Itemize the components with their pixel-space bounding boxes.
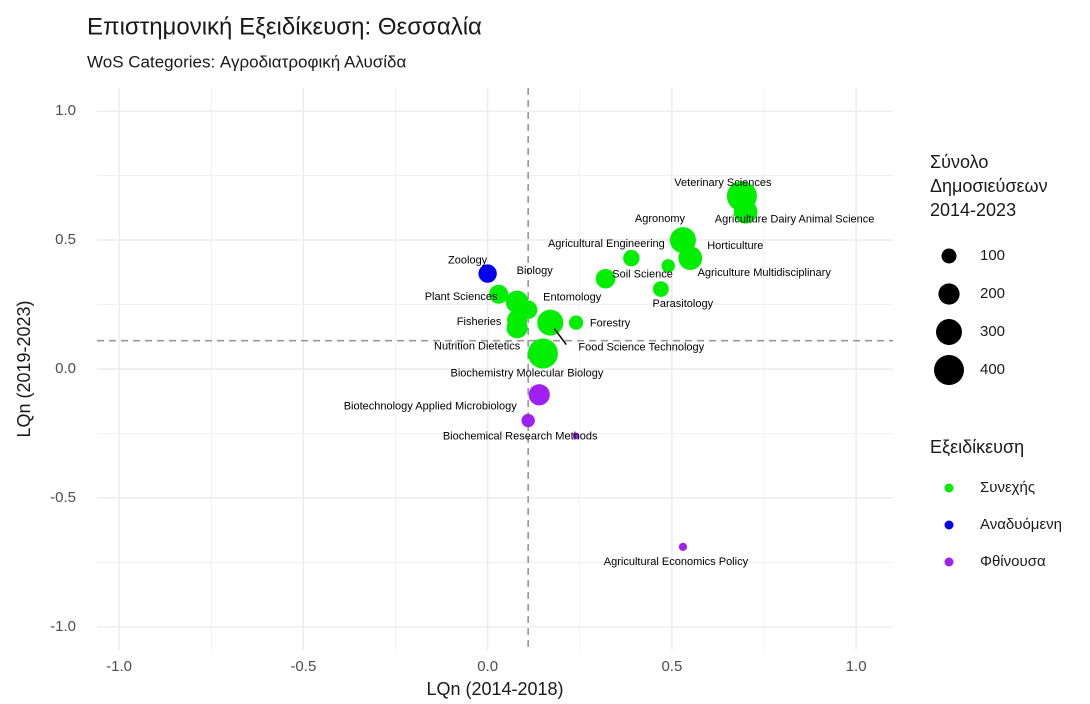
- point-label: Zoology: [448, 255, 488, 267]
- point-label: Biotechnology Applied Microbiology: [344, 401, 518, 413]
- point-label: Veterinary Sciences: [674, 177, 772, 189]
- bubble: [572, 432, 580, 440]
- point-label: Soil Science: [612, 269, 673, 281]
- label-connector: [553, 328, 567, 346]
- point-label: Parasitology: [653, 298, 714, 310]
- y-tick-label: -1.0: [50, 618, 76, 635]
- size-legend-label: 200: [980, 285, 1005, 302]
- point-label: Biochemical Research Methods: [443, 430, 598, 442]
- bubble: [527, 338, 558, 369]
- y-tick-label: 1.0: [55, 102, 76, 119]
- bubble: [733, 199, 758, 224]
- legend-swatch: [944, 557, 954, 567]
- point-label: Biology: [517, 265, 554, 277]
- bubble: [568, 315, 584, 330]
- point-label: Agricultural Economics Policy: [604, 556, 749, 568]
- x-axis-title: LQn (2014-2018): [426, 679, 563, 699]
- legend-swatch: [944, 520, 954, 530]
- bubble: [678, 542, 688, 551]
- bubble: [489, 284, 509, 304]
- bubble: [521, 413, 535, 428]
- x-tick-label: 0.5: [661, 658, 682, 675]
- point-label: Agriculture Dairy Animal Science: [715, 214, 875, 226]
- size-legend-key: [936, 319, 962, 345]
- size-legend-label: 300: [980, 323, 1005, 340]
- grid: [97, 88, 893, 650]
- x-tick-label: 0.0: [477, 658, 498, 675]
- x-tick-label: -1.0: [106, 658, 132, 675]
- x-tick-label: 1.0: [846, 658, 867, 675]
- x-tick-label: -0.5: [290, 658, 316, 675]
- size-legend-key: [941, 248, 957, 264]
- point-label: Fisheries: [457, 316, 502, 328]
- point-label: Horticulture: [707, 240, 763, 252]
- legend-label: Συνεχής: [980, 479, 1035, 496]
- point-label: Agricultural Engineering: [548, 238, 665, 250]
- legend-swatch: [944, 483, 954, 493]
- bubble: [478, 264, 497, 283]
- color-legend-title: Εξειδίκευση: [930, 437, 1024, 457]
- y-tick-label: 0.0: [55, 360, 76, 377]
- point-label: Agronomy: [635, 213, 686, 225]
- chart-subtitle: WoS Categories: Αγροδιατροφική Αλυσίδα: [87, 52, 406, 71]
- points: [478, 181, 758, 551]
- legend-label: Φθίνουσα: [980, 553, 1046, 570]
- bubble: [678, 246, 703, 271]
- point-label: Nutrition Dietetics: [434, 341, 521, 353]
- bubble: [528, 384, 550, 406]
- bubble: [595, 268, 616, 289]
- point-label: Entomology: [543, 292, 602, 304]
- point-labels: Veterinary Sciences Agriculture Dairy Ani…: [344, 177, 875, 568]
- size-legend-title: Σύνολο: [930, 152, 988, 172]
- point-label: Plant Sciences: [425, 291, 498, 303]
- point-label: Food Science Technology: [578, 342, 704, 354]
- point-label: Forestry: [590, 318, 631, 330]
- size-legend-key: [934, 355, 964, 385]
- size-legend-title: 2014-2023: [930, 200, 1016, 220]
- chart-title: Επιστημονική Εξειδίκευση: Θεσσαλία: [87, 13, 482, 40]
- bubble: [661, 259, 675, 273]
- y-axis-title: LQn (2019-2023): [14, 300, 34, 437]
- point-label: Agriculture Multidisciplinary: [698, 267, 832, 279]
- size-legend-label: 400: [980, 361, 1005, 378]
- size-legend-title: Δημοσιεύσεων: [930, 176, 1048, 196]
- bubble: [537, 309, 564, 336]
- point-label: Biochemistry Molecular Biology: [450, 367, 603, 379]
- bubble: [623, 249, 640, 267]
- y-tick-label: -0.5: [50, 489, 76, 506]
- y-tick-label: 0.5: [55, 231, 76, 248]
- bubble: [506, 317, 528, 339]
- size-legend-key: [938, 283, 960, 305]
- legend-label: Αναδυόμενη: [980, 516, 1062, 533]
- size-legend-label: 100: [980, 247, 1005, 264]
- bubble: [652, 281, 669, 297]
